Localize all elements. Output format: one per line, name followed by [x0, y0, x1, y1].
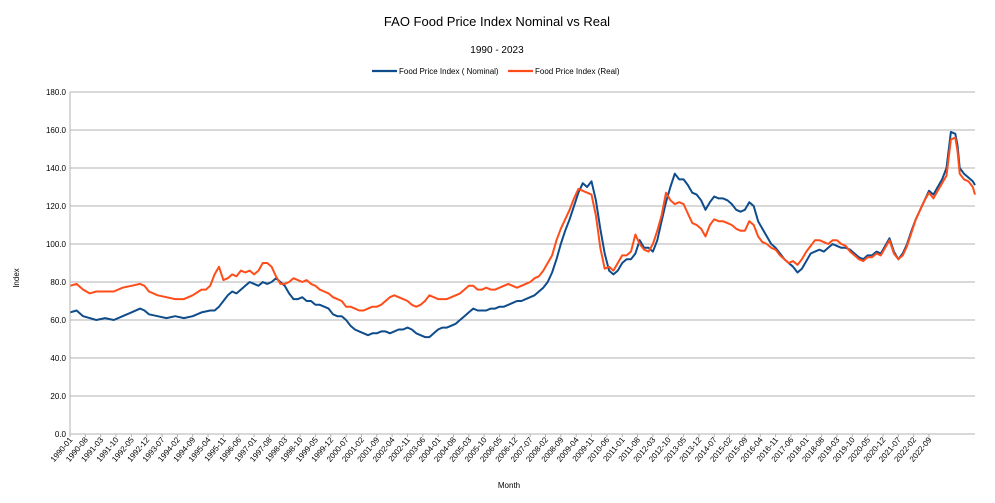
series-line-nominal — [69, 130, 976, 339]
legend-label-real: Food Price Index (Real) — [535, 67, 620, 76]
y-tick-label: 160.0 — [46, 126, 67, 135]
chart-subtitle: 1990 - 2023 — [470, 45, 524, 56]
y-tick-label: 60.0 — [50, 316, 66, 325]
y-axis-ticks: 0.0 20.0 40.0 60.0 80.0 100.0 120.0 140.0 160.0 1… — [46, 88, 67, 439]
y-axis-label: Index — [12, 268, 21, 288]
y-tick-label: 100.0 — [46, 240, 67, 249]
chart-title: FAO Food Price Index Nominal vs Real — [384, 14, 610, 29]
y-tick-label: 80.0 — [50, 278, 66, 287]
series-lines — [69, 130, 976, 339]
y-tick-label: 120.0 — [46, 202, 67, 211]
y-tick-label: 40.0 — [50, 354, 66, 363]
legend-label-nominal: Food Price Index ( Nominal) — [399, 67, 499, 76]
y-tick-label: 180.0 — [46, 88, 67, 97]
series-line-real — [69, 136, 976, 312]
y-tick-label: 0.0 — [55, 430, 67, 439]
y-tick-label: 20.0 — [50, 392, 66, 401]
x-axis-label: Month — [498, 481, 520, 490]
y-tick-label: 140.0 — [46, 164, 67, 173]
legend: Food Price Index ( Nominal) Food Price I… — [372, 67, 620, 76]
